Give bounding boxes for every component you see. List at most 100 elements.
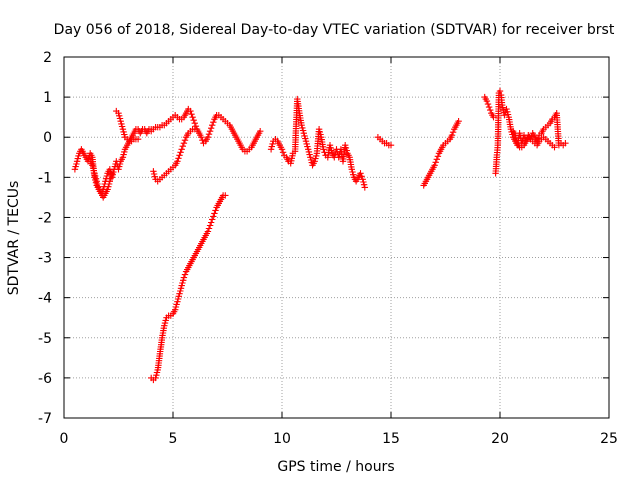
data-point xyxy=(108,172,115,180)
data-point xyxy=(209,216,216,223)
data-point xyxy=(501,112,508,119)
data-point xyxy=(448,132,456,139)
data-point xyxy=(116,112,123,119)
data-point xyxy=(504,111,512,118)
data-point xyxy=(360,178,367,186)
data-point xyxy=(90,167,97,174)
data-point xyxy=(95,183,102,190)
data-point xyxy=(485,103,493,111)
data-point xyxy=(358,173,365,180)
data-point xyxy=(357,170,364,177)
data-point xyxy=(85,155,92,162)
data-point xyxy=(89,162,96,169)
data-point xyxy=(108,170,116,177)
x-tick-label: 25 xyxy=(600,431,618,447)
data-point xyxy=(298,122,305,129)
y-tick-label: 0 xyxy=(43,130,52,146)
y-tick-label: -5 xyxy=(38,331,52,347)
data-point xyxy=(359,176,366,183)
data-point xyxy=(109,171,116,178)
data-point xyxy=(176,290,183,297)
data-point xyxy=(110,168,117,176)
data-point xyxy=(342,142,349,149)
data-point xyxy=(483,97,491,105)
data-point xyxy=(105,180,113,188)
plot-frame xyxy=(63,56,610,419)
data-point xyxy=(503,105,510,113)
data-point xyxy=(326,142,334,149)
data-point xyxy=(175,155,182,162)
data-point xyxy=(174,158,181,165)
data-point xyxy=(335,154,342,161)
data-point xyxy=(268,143,275,150)
data-point xyxy=(119,154,127,161)
data-point xyxy=(301,132,308,140)
x-axis-label: GPS time / hours xyxy=(277,459,394,475)
x-tick-label: 5 xyxy=(169,431,178,447)
data-point xyxy=(204,228,212,235)
data-point xyxy=(177,287,184,295)
data-point xyxy=(343,147,350,154)
data-point xyxy=(303,140,310,148)
data-point xyxy=(327,144,334,152)
data-point xyxy=(176,152,183,159)
data-point xyxy=(455,118,462,125)
data-point xyxy=(181,271,189,278)
data-point xyxy=(198,134,205,141)
data-point xyxy=(210,213,217,220)
data-point xyxy=(212,207,219,214)
data-point xyxy=(307,154,314,161)
data-point xyxy=(134,136,142,143)
x-tick-label: 15 xyxy=(382,431,400,447)
data-point xyxy=(304,143,311,150)
data-point xyxy=(181,137,189,144)
data-point xyxy=(180,140,188,147)
data-point xyxy=(91,170,98,177)
data-point xyxy=(179,143,186,150)
data-point xyxy=(305,148,313,156)
data-point xyxy=(257,128,264,135)
data-point xyxy=(180,277,187,284)
data-point xyxy=(93,178,100,185)
data-point xyxy=(206,128,214,135)
data-point xyxy=(199,137,206,144)
data-point xyxy=(211,210,218,217)
data-point xyxy=(117,118,124,125)
data-point xyxy=(153,372,160,379)
data-point xyxy=(361,184,368,191)
data-point xyxy=(300,130,307,137)
data-point xyxy=(104,186,111,193)
data-point xyxy=(490,114,497,121)
data-point xyxy=(512,134,520,142)
data-point xyxy=(180,274,188,281)
data-point xyxy=(191,120,198,127)
data-point xyxy=(177,285,185,292)
data-point xyxy=(360,181,368,188)
data-point xyxy=(190,117,197,124)
data-point xyxy=(484,100,492,108)
data-point xyxy=(431,162,438,169)
data-point xyxy=(302,138,310,145)
data-point xyxy=(177,149,184,156)
x-tick-label: 10 xyxy=(273,431,291,447)
y-tick-label: -1 xyxy=(38,170,52,186)
data-point xyxy=(94,180,101,188)
data-point xyxy=(208,219,215,226)
data-point xyxy=(512,132,519,139)
data-point xyxy=(150,168,157,175)
data-point xyxy=(210,119,217,126)
data-point xyxy=(267,146,275,153)
data-point xyxy=(279,149,287,156)
data-point xyxy=(161,319,169,327)
data-point xyxy=(73,160,80,168)
data-point xyxy=(150,170,158,178)
data-point xyxy=(71,166,79,173)
data-point xyxy=(178,146,185,153)
data-point xyxy=(306,151,313,158)
data-point xyxy=(105,183,112,190)
data-point xyxy=(189,114,196,121)
data-point xyxy=(317,131,324,138)
data-point xyxy=(551,144,558,151)
y-tick-label: -7 xyxy=(38,411,52,427)
data-point xyxy=(205,225,213,232)
